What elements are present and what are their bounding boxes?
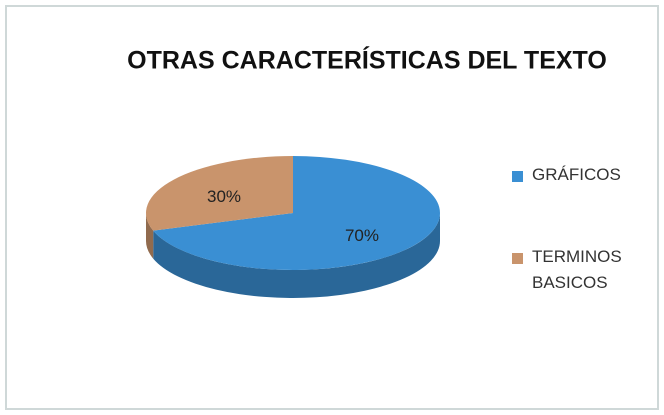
chart-title: OTRAS CARACTERÍSTICAS DEL TEXTO xyxy=(127,46,607,75)
legend-entry: GRÁFICOS xyxy=(512,162,662,188)
legend-swatch xyxy=(512,253,523,264)
pie-slice xyxy=(145,156,293,231)
legend-entry: TERMINOS BASICOS xyxy=(512,244,662,296)
data-label: 30% xyxy=(207,187,241,206)
pie-slice xyxy=(153,156,440,270)
legend-label: GRÁFICOS xyxy=(532,165,621,184)
pie-side xyxy=(146,213,154,259)
legend-swatch xyxy=(512,171,523,182)
pie-side xyxy=(153,213,440,298)
data-label: 70% xyxy=(345,226,379,245)
legend-label: TERMINOS BASICOS xyxy=(532,247,622,292)
